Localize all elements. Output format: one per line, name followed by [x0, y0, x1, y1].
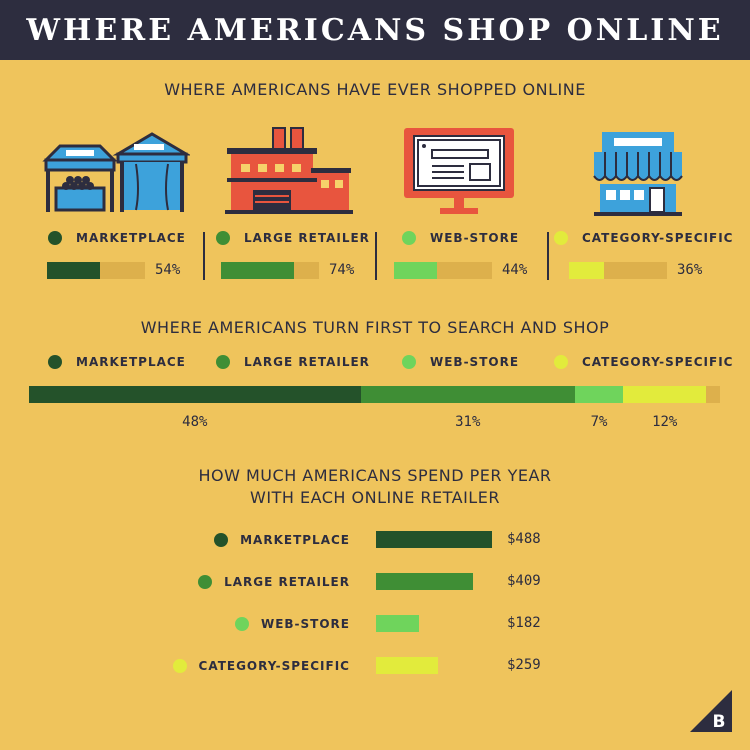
legend-label: MARKETPLACE	[76, 355, 186, 369]
web-store-dot-icon	[234, 617, 249, 631]
web-store-dot-icon	[402, 231, 416, 245]
large-retailer-dot-icon	[198, 575, 213, 589]
segment-value-label: 7%	[590, 414, 608, 430]
value-label: 74%	[329, 262, 355, 278]
ever-shopped-bar-marketplace	[47, 262, 145, 279]
spend-value: $182	[507, 615, 541, 631]
legend-marketplace: MARKETPLACE	[48, 231, 186, 245]
section3-title-line2: WITH EACH ONLINE RETAILER	[250, 488, 500, 507]
spend-label-text: LARGE RETAILER	[224, 575, 350, 589]
legend-label: WEB-STORE	[430, 355, 520, 369]
computer-monitor-icon	[404, 128, 514, 214]
bar-fill	[221, 262, 294, 279]
spend-label: CATEGORY-SPECIFIC	[172, 659, 350, 673]
legend-web-store: WEB-STORE	[402, 231, 519, 245]
column-separator	[547, 232, 549, 280]
value-label: 54%	[155, 262, 181, 278]
category-specific-dot-icon	[554, 231, 568, 245]
legend-category-specific: CATEGORY-SPECIFIC	[554, 231, 733, 245]
spend-label-text: WEB-STORE	[260, 617, 350, 631]
factory-icon	[225, 127, 353, 214]
category-specific-dot-icon	[554, 355, 568, 369]
spend-bar	[376, 531, 492, 548]
legend-large-retailer: LARGE RETAILER	[216, 231, 370, 245]
spend-row-category-specific: CATEGORY-SPECIFIC $259	[0, 657, 750, 677]
legend-category-specific: CATEGORY-SPECIFIC	[554, 355, 733, 369]
value-label: 36%	[677, 262, 703, 278]
spend-value: $259	[507, 657, 541, 673]
page-title: WHERE AMERICANS SHOP ONLINE	[26, 12, 724, 48]
header-banner: WHERE AMERICANS SHOP ONLINE	[0, 0, 750, 60]
value-label: 44%	[502, 262, 528, 278]
legend-label: CATEGORY-SPECIFIC	[582, 231, 734, 245]
legend-marketplace: MARKETPLACE	[48, 355, 186, 369]
section2-title: WHERE AMERICANS TURN FIRST TO SEARCH AND…	[140, 318, 610, 337]
column-separator	[203, 232, 205, 280]
storefront-icon	[593, 132, 683, 216]
section3-title-line1: HOW MUCH AMERICANS SPEND PER YEAR	[198, 466, 552, 485]
bar-fill	[569, 262, 605, 279]
legend-label: CATEGORY-SPECIFIC	[582, 355, 734, 369]
market-stalls-icon	[42, 132, 190, 212]
spend-label: WEB-STORE	[234, 617, 350, 631]
bigcommerce-b-logo-icon: B	[690, 690, 732, 732]
ever-shopped-bar-category-specific	[569, 262, 667, 279]
legend-large-retailer: LARGE RETAILER	[216, 355, 370, 369]
bar-fill	[394, 262, 438, 279]
category-specific-dot-icon	[172, 659, 187, 673]
spend-label-text: MARKETPLACE	[240, 533, 350, 547]
segment-value-label: 31%	[455, 414, 481, 430]
svg-text:B: B	[713, 712, 726, 732]
spend-bar	[376, 615, 420, 632]
segment-web-store	[574, 386, 624, 403]
legend-label: LARGE RETAILER	[244, 231, 370, 245]
legend-web-store: WEB-STORE	[402, 355, 519, 369]
spend-row-web-store: WEB-STORE $182	[0, 615, 750, 635]
segment-category-specific	[623, 386, 707, 403]
segment-value-label: 48%	[182, 414, 208, 430]
legend-label: MARKETPLACE	[76, 231, 186, 245]
spend-row-marketplace: MARKETPLACE $488	[0, 531, 750, 551]
web-store-dot-icon	[402, 355, 416, 369]
legend-label: WEB-STORE	[430, 231, 520, 245]
spend-label-text: CATEGORY-SPECIFIC	[198, 659, 350, 673]
spend-label: MARKETPLACE	[214, 533, 350, 547]
spend-value: $409	[507, 573, 541, 589]
segment-value-label: 12%	[652, 414, 678, 430]
segment-marketplace	[29, 386, 361, 403]
spend-bar	[376, 573, 474, 590]
marketplace-dot-icon	[214, 533, 229, 547]
large-retailer-dot-icon	[216, 355, 230, 369]
bar-fill	[47, 262, 100, 279]
spend-row-large-retailer: LARGE RETAILER $409	[0, 573, 750, 593]
large-retailer-dot-icon	[216, 231, 230, 245]
segment-large-retailer	[360, 386, 575, 403]
spend-value: $488	[507, 531, 541, 547]
spend-label: LARGE RETAILER	[198, 575, 350, 589]
spend-bar	[376, 657, 438, 674]
column-separator	[375, 232, 377, 280]
marketplace-dot-icon	[48, 355, 62, 369]
first-search-stacked-bar	[29, 386, 720, 403]
legend-label: LARGE RETAILER	[244, 355, 370, 369]
ever-shopped-bar-large-retailer	[221, 262, 319, 279]
section1-title: WHERE AMERICANS HAVE EVER SHOPPED ONLINE	[164, 80, 586, 99]
marketplace-dot-icon	[48, 231, 62, 245]
ever-shopped-bar-web-store	[394, 262, 492, 279]
